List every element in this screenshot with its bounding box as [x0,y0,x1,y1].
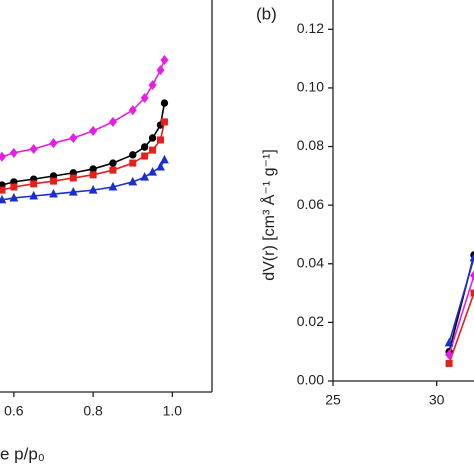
marker [148,166,157,176]
plot-area [444,251,474,367]
marker [49,138,58,149]
y-tick-label: 0.02 [297,313,324,329]
marker [129,159,137,167]
marker [69,132,78,143]
marker [89,171,97,179]
series-line [448,257,474,344]
marker [444,337,454,347]
marker [141,152,149,160]
marker [445,359,453,367]
marker [29,143,38,154]
marker [108,181,118,191]
marker [160,99,169,107]
x-tick-label: 25 [325,392,341,408]
marker [69,174,77,182]
marker [149,146,157,154]
x-tick-label: 30 [429,392,445,408]
marker [68,186,78,196]
marker [148,80,157,91]
marker [140,172,150,181]
marker [108,116,117,127]
x-tick-label: 0.8 [83,403,103,419]
marker [156,65,165,76]
series-line [448,292,474,364]
x-tick-label: 0.6 [4,403,24,419]
marker [0,151,7,162]
x-tick-label: 1.0 [163,403,183,419]
marker [140,93,149,103]
marker [9,147,18,158]
marker [160,118,168,126]
marker [445,349,454,360]
marker [0,194,7,204]
marker [128,105,137,116]
series-line [448,275,474,355]
series-line [1,102,166,186]
x-axis-label: e p/p₀ [0,444,45,463]
marker [49,188,58,198]
marker [129,151,137,159]
y-tick-label: 0.08 [297,137,324,153]
y-tick-label: 0.04 [297,254,324,270]
marker [10,183,18,191]
y-tick-label: 0.06 [297,196,324,212]
marker [469,252,474,262]
marker [49,177,57,185]
marker [0,186,6,194]
marker [89,165,97,173]
marker [160,154,169,164]
marker [29,190,39,200]
marker [470,289,474,297]
y-axis-label: dV(r) [cm³ Å⁻¹ g⁻¹] [259,149,278,281]
marker [156,161,165,171]
marker [156,136,164,144]
plot-area [0,54,169,204]
marker [109,166,117,174]
marker [148,134,157,142]
panel-label: (b) [256,4,277,23]
y-tick-label: 0.12 [297,20,324,36]
marker [469,270,474,281]
marker [88,185,98,194]
marker [128,176,138,186]
marker [89,125,98,136]
series-line [1,59,166,158]
marker [109,159,117,167]
marker [30,180,38,188]
marker [160,54,169,65]
marker [9,192,19,202]
marker [140,143,149,151]
y-tick-label: 0.00 [297,372,324,388]
y-tick-label: 0.10 [297,79,324,95]
